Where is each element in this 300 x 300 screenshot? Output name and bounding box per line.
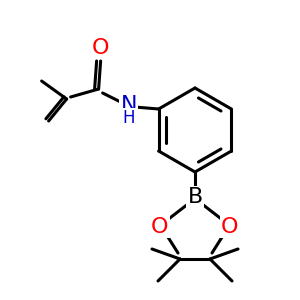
Text: O: O <box>151 217 169 237</box>
Text: O: O <box>92 38 110 58</box>
Text: H: H <box>122 109 135 127</box>
Text: O: O <box>221 217 239 237</box>
Text: B: B <box>188 187 202 207</box>
Text: N: N <box>120 95 137 115</box>
